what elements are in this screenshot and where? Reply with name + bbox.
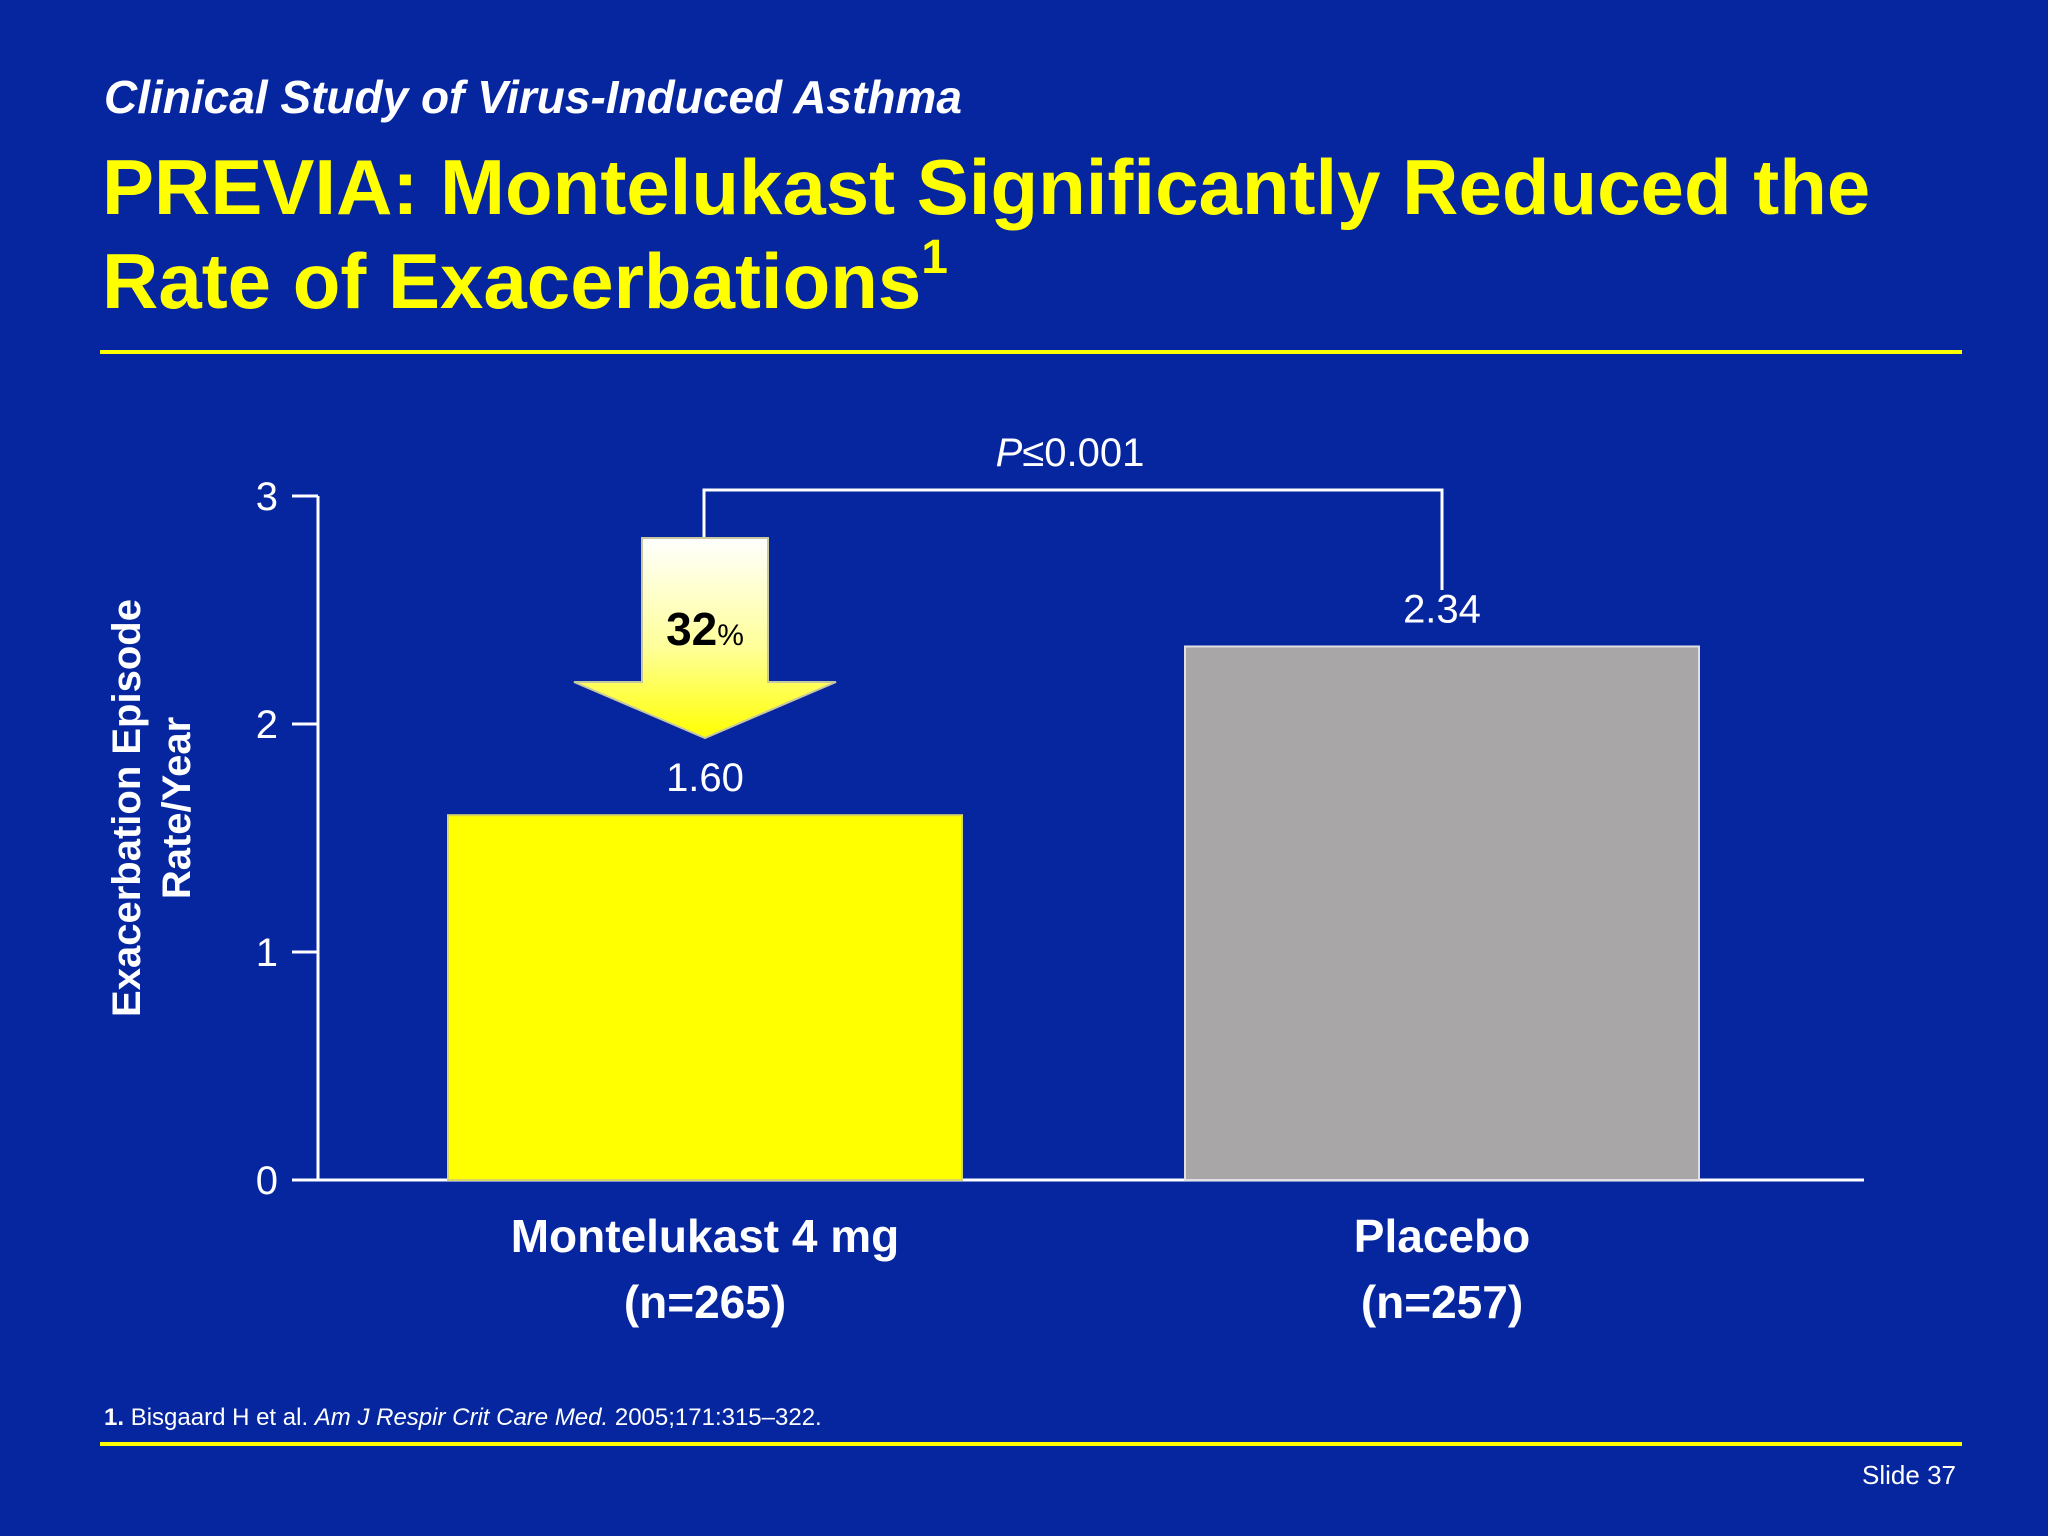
y-tick-label: 1	[256, 931, 278, 975]
reduction-value: 32	[666, 603, 717, 655]
footnote-citation: 2005;171:315–322.	[614, 1404, 822, 1431]
reduction-arrow	[573, 537, 837, 740]
y-axis-label-line1: Exacerbation Episode	[105, 599, 149, 1017]
value-label-placebo: 2.34	[1403, 587, 1481, 631]
significance-bracket	[702, 488, 1444, 590]
y-tick-label: 0	[256, 1159, 278, 1203]
footnote-authors: Bisgaard H et al.	[130, 1404, 309, 1431]
footer-divider	[100, 1442, 1962, 1446]
slide-title-text: PREVIA: Montelukast Significantly Reduce…	[102, 143, 1871, 325]
slide-number: Slide 37	[1862, 1460, 1956, 1490]
slide-title: PREVIA: Montelukast Significantly Reduce…	[102, 140, 1982, 328]
p-value-symbol: P	[996, 431, 1023, 475]
reduction-label: 32%	[666, 603, 744, 655]
title-footnote-marker: 1	[921, 231, 948, 284]
slide-subtitle: Clinical Study of Virus-Induced Asthma	[104, 71, 962, 123]
title-divider	[100, 350, 1962, 354]
bar-montelukast	[447, 814, 963, 1181]
category-label-placebo-line1: Placebo	[1354, 1210, 1530, 1262]
y-axis-label-line2: Rate/Year	[155, 717, 199, 899]
y-ticks: 0 1 2 3	[256, 475, 318, 1203]
footnote: 1. Bisgaard H et al. Am J Respir Crit Ca…	[104, 1404, 822, 1432]
y-tick-label: 2	[256, 703, 278, 747]
p-value-threshold: ≤0.001	[1022, 431, 1144, 475]
category-label-montelukast-line1: Montelukast 4 mg	[511, 1210, 900, 1262]
p-value-label: P≤0.001	[996, 431, 1145, 475]
reduction-unit: %	[717, 619, 744, 652]
y-tick-label: 3	[256, 475, 278, 519]
category-label-montelukast-line2: (n=265)	[624, 1276, 786, 1328]
footnote-journal: Am J Respir Crit Care Med.	[314, 1404, 609, 1431]
bar-placebo	[1184, 645, 1700, 1181]
category-label-placebo-line2: (n=257)	[1361, 1276, 1523, 1328]
footnote-number: 1.	[104, 1404, 125, 1431]
value-label-montelukast: 1.60	[666, 756, 744, 800]
